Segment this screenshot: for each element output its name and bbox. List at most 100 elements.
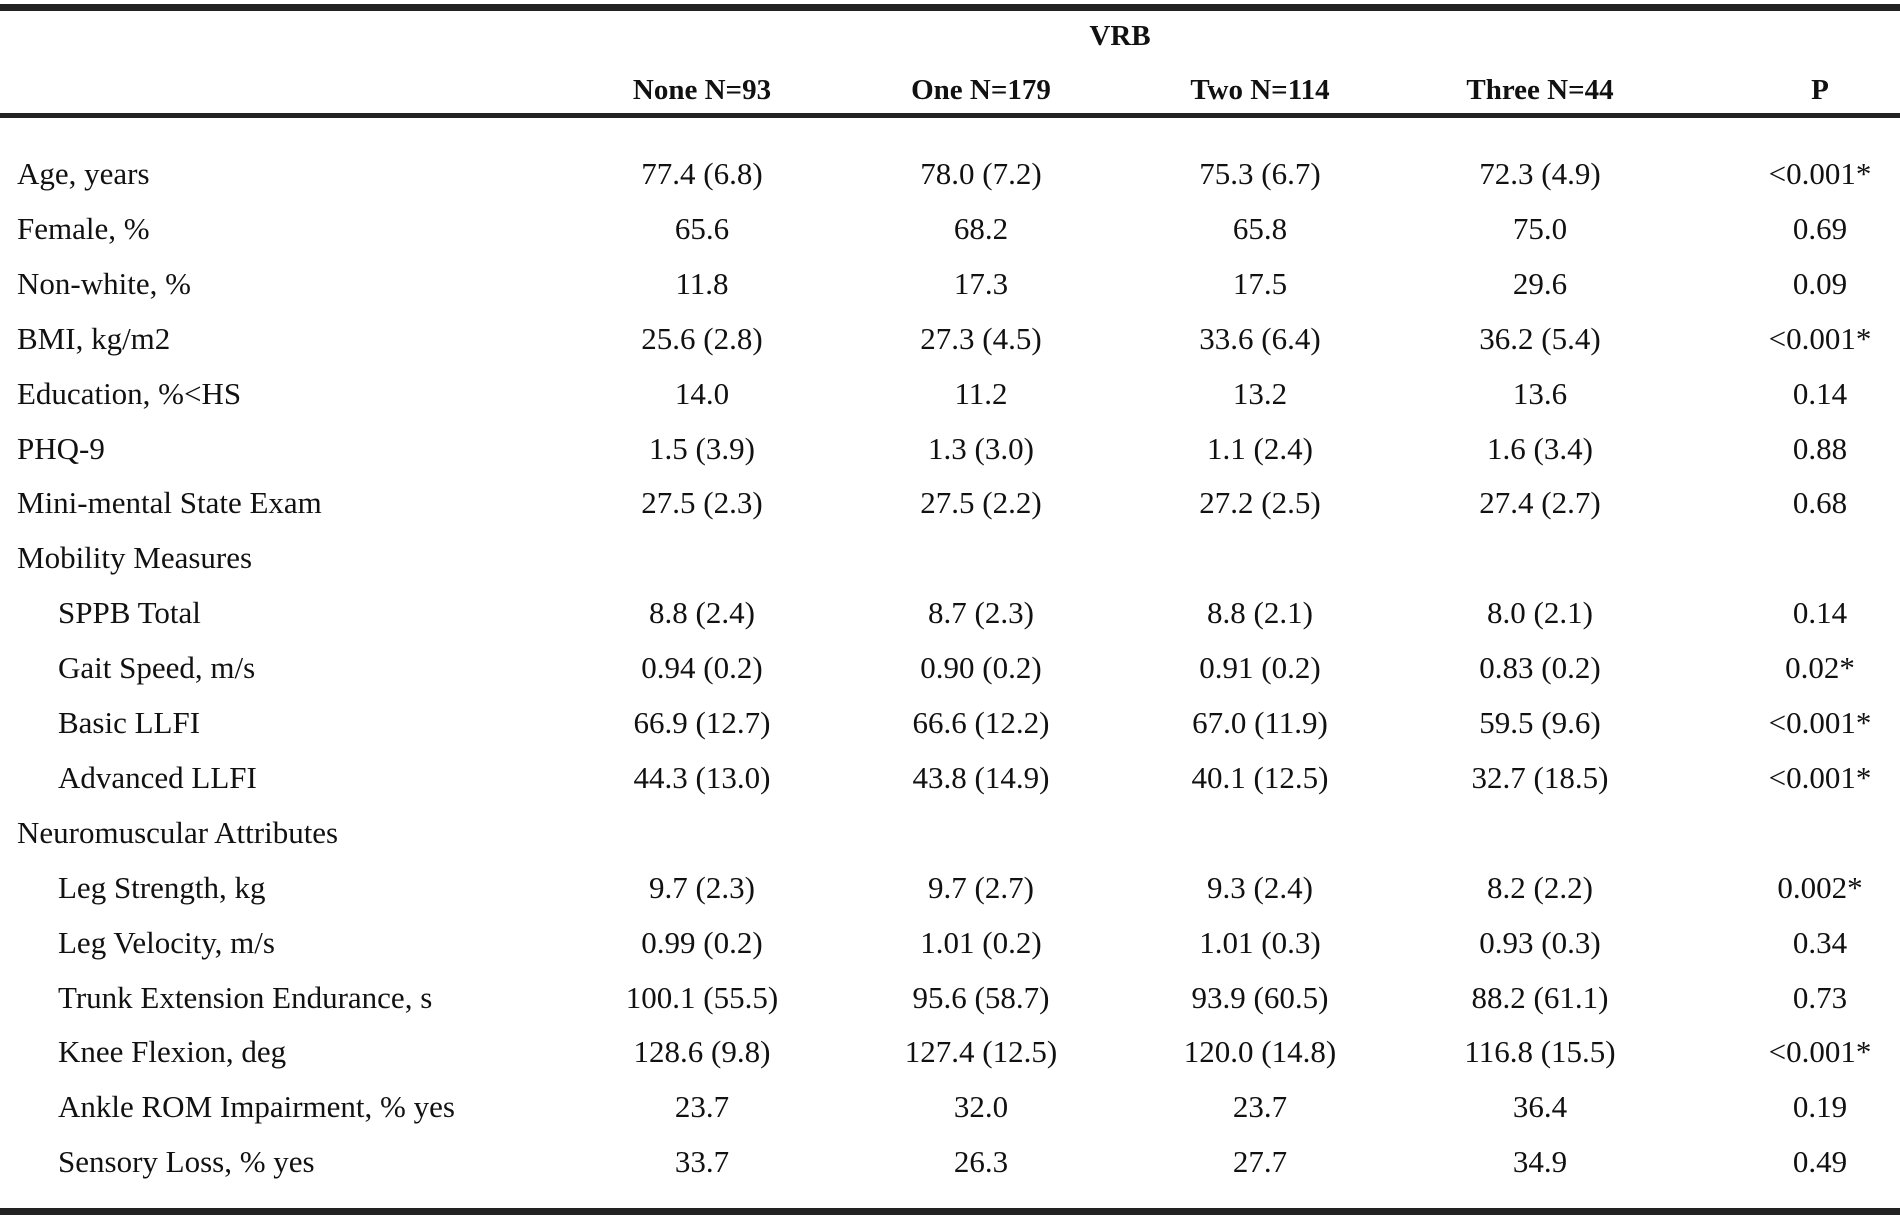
value-cell: 27.5 (2.3) (641, 485, 763, 521)
p-value-cell: <0.001* (1768, 156, 1872, 191)
value-cell (1420, 805, 1660, 860)
value-cell: 32.0 (953, 1089, 1009, 1125)
value-cell: 65.8 (1232, 210, 1288, 246)
value-cell (1420, 530, 1660, 585)
value-cell: 33.7 (674, 1144, 730, 1180)
value-cell (1140, 805, 1380, 860)
value-cell: 75.0 (1512, 210, 1568, 246)
row-label: Sensory Loss, % yes (58, 1144, 315, 1180)
table-row: Knee Flexion, deg 128.6 (9.8) 127.4 (12.5)… (0, 1024, 1900, 1079)
value-cell: 11.2 (954, 375, 1008, 411)
value-cell: 1.1 (2.4) (1207, 430, 1313, 466)
table-row: Non-white, % 11.8 17.3 17.5 29.6 0.09 (0, 256, 1900, 311)
p-value-cell: 0.002* (1777, 869, 1863, 905)
p-value-cell: 0.34 (1792, 924, 1848, 960)
value-cell: 13.2 (1232, 375, 1288, 411)
table-row: Trunk Extension Endurance, s 100.1 (55.5)… (0, 970, 1900, 1025)
value-cell: 127.4 (12.5) (904, 1034, 1058, 1070)
row-label: Trunk Extension Endurance, s (58, 979, 433, 1015)
p-value-cell: 0.69 (1792, 210, 1848, 246)
col-header-three: Three N=44 (1466, 74, 1614, 106)
row-label: Age, years (17, 156, 150, 191)
value-cell: 1.6 (3.4) (1487, 430, 1593, 466)
p-value-cell: <0.001* (1768, 705, 1872, 740)
value-cell: 1.5 (3.9) (649, 430, 755, 466)
row-label: Basic LLFI (58, 705, 201, 740)
table-row: Sensory Loss, % yes 33.7 26.3 27.7 34.9 0.49 (0, 1134, 1900, 1189)
value-cell: 77.4 (6.8) (641, 156, 763, 191)
value-cell: 72.3 (4.9) (1479, 156, 1601, 191)
p-value-cell: 0.14 (1792, 595, 1848, 631)
value-cell: 9.7 (2.3) (649, 869, 755, 905)
p-value-cell: 0.49 (1792, 1144, 1848, 1180)
value-cell: 8.0 (2.1) (1487, 595, 1593, 631)
table-row: Leg Velocity, m/s 0.99 (0.2) 1.01 (0.2) 1.0… (0, 915, 1900, 970)
row-label: Leg Strength, kg (58, 869, 266, 905)
value-cell: 27.4 (2.7) (1479, 485, 1601, 521)
value-cell: 65.6 (674, 210, 730, 246)
value-cell: 44.3 (13.0) (633, 759, 771, 795)
row-label: Advanced LLFI (58, 759, 257, 795)
row-label: Knee Flexion, deg (58, 1034, 287, 1070)
value-cell: 27.2 (2.5) (1199, 485, 1321, 521)
value-cell: 29.6 (1512, 265, 1568, 301)
value-cell: 11.8 (675, 265, 729, 301)
value-cell: 78.0 (7.2) (920, 156, 1042, 191)
value-cell: 8.8 (2.4) (649, 595, 755, 631)
col-header-two: Two N=114 (1190, 74, 1330, 106)
value-cell: 68.2 (953, 210, 1009, 246)
row-label: Leg Velocity, m/s (58, 924, 275, 960)
value-cell: 95.6 (58.7) (912, 979, 1050, 1015)
p-value-cell (1700, 805, 1900, 860)
value-cell: 40.1 (12.5) (1191, 759, 1329, 795)
value-cell: 116.8 (15.5) (1464, 1034, 1616, 1070)
value-cell: 0.99 (0.2) (641, 924, 763, 960)
table-row: Basic LLFI 66.9 (12.7) 66.6 (12.2) 67.0 (11… (0, 695, 1900, 750)
value-cell: 1.01 (0.3) (1199, 924, 1321, 960)
p-value-cell: <0.001* (1768, 320, 1872, 356)
value-cell: 8.8 (2.1) (1207, 595, 1313, 631)
p-value-cell (1700, 530, 1900, 585)
value-cell: 36.4 (1512, 1089, 1568, 1125)
row-label: Ankle ROM Impairment, % yes (58, 1089, 455, 1125)
value-cell: 26.3 (953, 1144, 1009, 1180)
value-cell (861, 805, 1101, 860)
table-row: SPPB Total 8.8 (2.4) 8.7 (2.3) 8.8 (2.1) 8.0… (0, 585, 1900, 640)
value-cell: 59.5 (9.6) (1479, 705, 1601, 740)
group-header: VRB (1089, 20, 1151, 52)
value-cell: 88.2 (61.1) (1471, 979, 1609, 1015)
value-cell: 8.7 (2.3) (928, 595, 1034, 631)
table-row: BMI, kg/m2 25.6 (2.8) 27.3 (4.5) 33.6 (6.4)… (0, 311, 1900, 366)
value-cell: 9.3 (2.4) (1207, 869, 1313, 905)
table-row: Mobility Measures (0, 530, 1900, 585)
p-value-cell: 0.19 (1792, 1089, 1848, 1125)
top-rule (0, 4, 1900, 11)
row-label: Education, %<HS (17, 375, 242, 411)
col-header-p: P (1811, 74, 1829, 106)
value-cell: 66.6 (12.2) (912, 705, 1050, 740)
p-value-cell: <0.001* (1768, 1034, 1872, 1070)
p-value-cell: 0.09 (1792, 265, 1848, 301)
value-cell (861, 530, 1101, 585)
table-row: Ankle ROM Impairment, % yes 23.7 32.0 23.7 3… (0, 1079, 1900, 1134)
value-cell: 9.7 (2.7) (928, 869, 1034, 905)
table-row: Age, years 77.4 (6.8) 78.0 (7.2) 75.3 (6.7)… (0, 146, 1900, 201)
value-cell: 36.2 (5.4) (1479, 320, 1601, 356)
value-cell (1140, 530, 1380, 585)
value-cell: 66.9 (12.7) (633, 705, 771, 740)
value-cell: 17.5 (1232, 265, 1288, 301)
value-cell: 43.8 (14.9) (912, 759, 1050, 795)
p-value-cell: 0.14 (1792, 375, 1848, 411)
value-cell: 128.6 (9.8) (633, 1034, 771, 1070)
value-cell: 0.94 (0.2) (641, 650, 763, 686)
table-row: Mini-mental State Exam 27.5 (2.3) 27.5 (2.… (0, 475, 1900, 530)
row-label: Mobility Measures (17, 540, 253, 576)
value-cell: 67.0 (11.9) (1192, 705, 1328, 740)
row-label: Neuromuscular Attributes (17, 814, 339, 850)
value-cell: 32.7 (18.5) (1471, 759, 1609, 795)
value-cell: 34.9 (1512, 1144, 1568, 1180)
table-row: Neuromuscular Attributes (0, 805, 1900, 860)
value-cell (582, 530, 822, 585)
table-row: Female, % 65.6 68.2 65.8 75.0 0.69 (0, 201, 1900, 256)
